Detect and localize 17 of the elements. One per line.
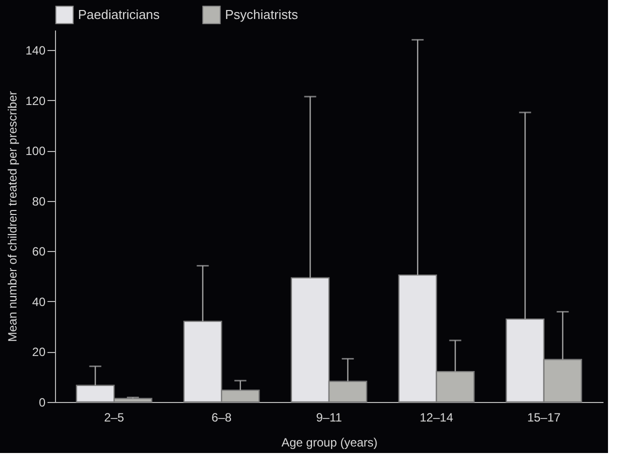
y-tick-label: 40	[32, 294, 46, 309]
y-tick-label: 20	[32, 345, 46, 360]
y-tick-label: 80	[32, 194, 46, 208]
legend-label: Psychiatrists	[225, 6, 298, 22]
legend-label: Paediatricians	[78, 6, 160, 22]
x-tick-label: 6–8	[212, 410, 232, 424]
y-tick-label: 60	[32, 244, 46, 259]
y-tick-label: 100	[25, 144, 46, 158]
x-tick-label: 2–5	[104, 410, 124, 424]
y-tick-label: 140	[25, 44, 46, 58]
x-tick-label: 9–11	[316, 410, 342, 424]
y-tick-label: 120	[25, 94, 46, 108]
x-axis-title: Age group (years)	[281, 436, 378, 450]
y-axis-title: Mean number of children treated per prescriber	[5, 91, 20, 342]
x-tick-label: 12–14	[420, 410, 454, 424]
y-tick-label: 0	[38, 396, 46, 410]
x-tick-label: 15–17	[527, 410, 561, 424]
